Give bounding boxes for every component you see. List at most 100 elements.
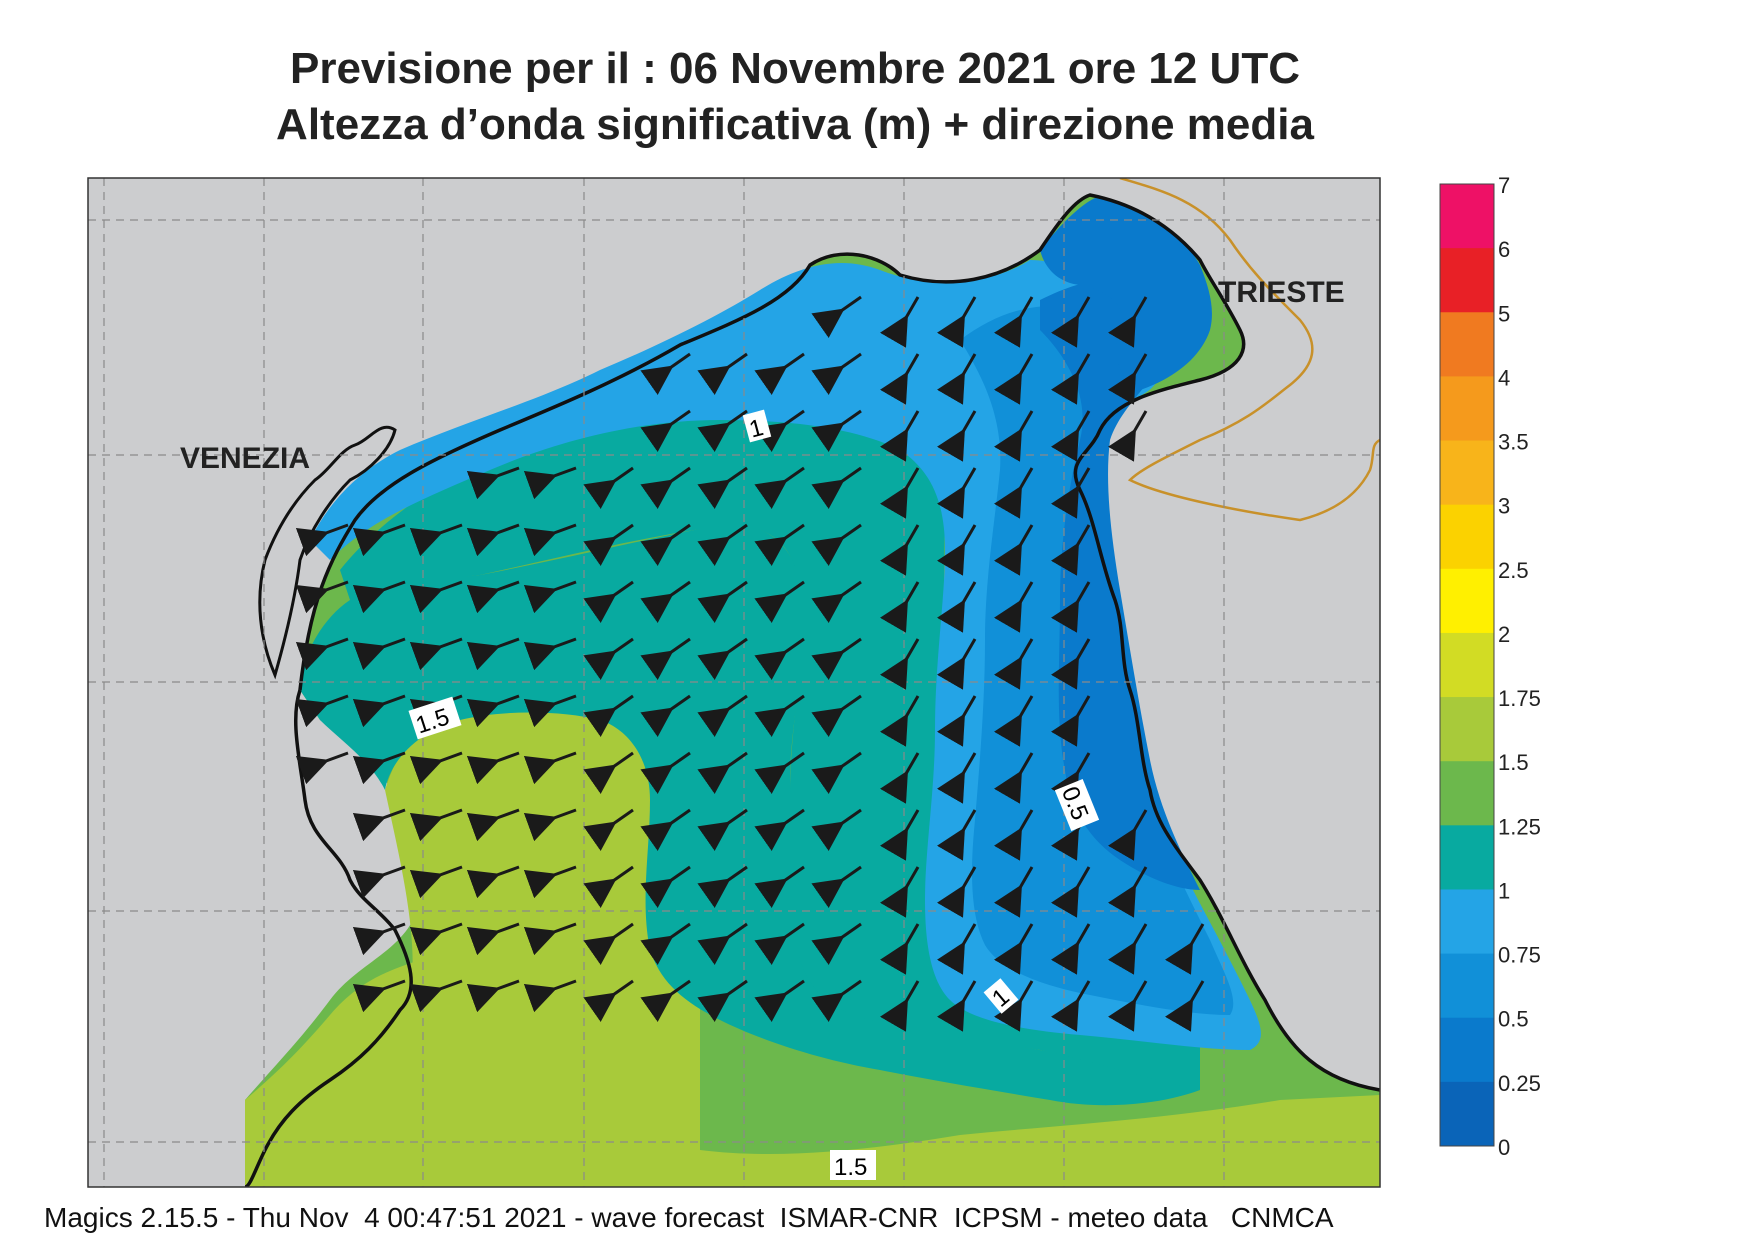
- direction-arrow: [994, 923, 1034, 975]
- direction-arrow: [880, 581, 920, 633]
- direction-arrow: [583, 751, 634, 794]
- direction-arrow: [466, 751, 520, 785]
- direction-arrow: [994, 581, 1034, 633]
- venice-lagoon-outline: [258, 425, 397, 680]
- legend-tick-label: 0.5: [1498, 1007, 1529, 1032]
- direction-arrow: [880, 809, 920, 861]
- direction-arrow: [409, 922, 463, 956]
- direction-arrow: [640, 979, 691, 1022]
- legend-swatch: [1440, 312, 1494, 377]
- direction-arrow: [352, 637, 406, 671]
- direction-arrow: [1108, 809, 1148, 861]
- direction-arrow: [352, 580, 406, 614]
- direction-arrow: [466, 523, 520, 557]
- legend-swatch: [1440, 889, 1494, 955]
- direction-arrow: [754, 694, 805, 737]
- zone-0-25-north: [1040, 198, 1212, 390]
- direction-arrow: [994, 752, 1034, 804]
- legend-tick-label: 4: [1498, 365, 1510, 390]
- direction-arrow: [880, 980, 920, 1032]
- legend-tick-label: 0.75: [1498, 943, 1541, 968]
- direction-arrow: [640, 580, 691, 623]
- direction-arrow: [937, 353, 977, 405]
- direction-arrow: [640, 751, 691, 794]
- direction-arrow: [697, 466, 748, 509]
- direction-arrow: [583, 922, 634, 965]
- direction-arrow: [1051, 410, 1091, 462]
- direction-arrow: [466, 694, 520, 728]
- direction-arrow: [1051, 296, 1091, 348]
- direction-arrow: [466, 922, 520, 956]
- direction-arrow: [640, 694, 691, 737]
- zone-1-5-center: [385, 702, 680, 1160]
- direction-arrow: [754, 409, 805, 452]
- direction-arrow: [352, 694, 406, 728]
- direction-arrow: [352, 751, 406, 785]
- legend-swatch: [1440, 1081, 1494, 1147]
- direction-arrow: [811, 979, 862, 1022]
- direction-arrow: [1051, 353, 1091, 405]
- direction-arrow: [811, 922, 862, 965]
- direction-arrow: [1108, 353, 1148, 405]
- direction-arrow: [523, 808, 577, 842]
- legend-swatch: [1440, 1017, 1494, 1083]
- legend-swatch: [1440, 825, 1494, 890]
- direction-arrow: [697, 751, 748, 794]
- direction-arrow: [295, 637, 349, 671]
- direction-arrow: [1108, 923, 1148, 975]
- legend-tick-label: 7: [1498, 173, 1510, 198]
- direction-arrow: [352, 523, 406, 557]
- legend-frame: [1439, 183, 1495, 1147]
- direction-arrow: [880, 752, 920, 804]
- direction-arrow: [811, 295, 862, 338]
- direction-arrow: [697, 922, 748, 965]
- direction-arrow: [811, 694, 862, 737]
- direction-arrow: [466, 580, 520, 614]
- legend-tick-label: 2.5: [1498, 558, 1529, 583]
- direction-arrow: [697, 979, 748, 1022]
- direction-arrow: [523, 637, 577, 671]
- direction-arrow: [937, 695, 977, 747]
- direction-arrow: [811, 808, 862, 851]
- direction-arrow: [640, 865, 691, 908]
- direction-arrow: [1165, 980, 1205, 1032]
- legend-tick-label: 0: [1498, 1135, 1510, 1160]
- direction-arrow: [583, 466, 634, 509]
- direction-arrow: [409, 751, 463, 785]
- direction-arrow: [697, 523, 748, 566]
- color-legend: 7 6 5 4 3.5 3 2.5 2 1.75 1.5 1.25 1 0.75 0.5 0.25 0: [1439, 173, 1541, 1160]
- trieste-border: [1119, 178, 1380, 522]
- direction-arrow: [523, 865, 577, 899]
- direction-arrow: [1051, 980, 1091, 1032]
- direction-arrow: [583, 865, 634, 908]
- direction-arrow: [994, 695, 1034, 747]
- direction-arrow: [754, 637, 805, 680]
- direction-arrow: [697, 865, 748, 908]
- direction-arrow: [409, 979, 463, 1013]
- legend-swatch: [1440, 376, 1494, 442]
- direction-arrow: [352, 979, 406, 1013]
- direction-arrow: [880, 410, 920, 462]
- direction-arrow: [811, 580, 862, 623]
- label-trieste: TRIESTE: [1218, 276, 1345, 309]
- legend-swatch: [1440, 632, 1494, 698]
- direction-arrow: [466, 808, 520, 842]
- direction-arrow: [754, 352, 805, 395]
- direction-arrow: [811, 523, 862, 566]
- direction-arrow: [994, 410, 1034, 462]
- direction-arrow: [697, 409, 748, 452]
- legend-tick-label: 2: [1498, 622, 1510, 647]
- direction-arrow: [1051, 524, 1091, 576]
- direction-arrow: [811, 751, 862, 794]
- map-frame: [87, 177, 1381, 1188]
- legend-swatch: [1440, 504, 1494, 570]
- direction-arrow: [352, 865, 406, 899]
- title-line-1: Previsione per il : 06 Novembre 2021 ore…: [289, 44, 1300, 93]
- legend-swatch: [1440, 697, 1494, 762]
- direction-arrow: [1108, 866, 1148, 918]
- direction-arrow: [697, 580, 748, 623]
- direction-arrow: [754, 466, 805, 509]
- direction-arrow: [523, 580, 577, 614]
- direction-arrow: [466, 979, 520, 1013]
- legend-swatch: [1440, 953, 1494, 1019]
